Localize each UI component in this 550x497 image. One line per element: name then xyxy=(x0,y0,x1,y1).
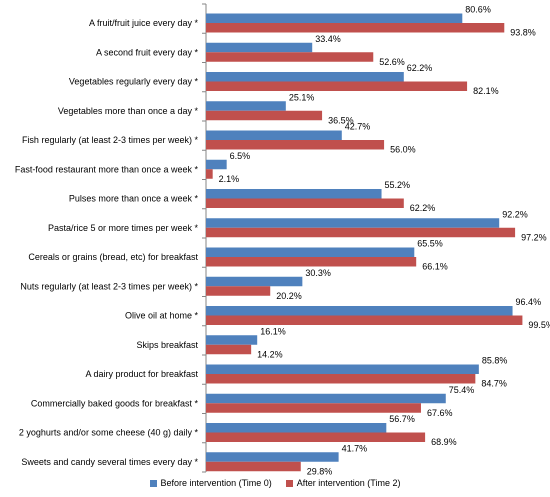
data-label-before: 41.7% xyxy=(342,443,368,453)
bar-before xyxy=(206,423,387,433)
category-label: A second fruit every day * xyxy=(96,47,199,57)
data-label-before: 85.8% xyxy=(482,356,508,366)
data-label-before: 33.4% xyxy=(315,34,341,44)
data-label-before: 92.2% xyxy=(502,209,528,219)
bar-before xyxy=(206,364,479,374)
data-label-before: 16.1% xyxy=(260,326,286,336)
data-label-before: 25.1% xyxy=(289,92,315,102)
bar-before xyxy=(206,13,463,23)
data-label-after: 2.1% xyxy=(219,174,240,184)
bar-before xyxy=(206,335,258,345)
bar-after xyxy=(206,374,476,384)
data-label-before: 56.7% xyxy=(389,414,415,424)
category-label: Pulses more than once a week * xyxy=(69,194,199,204)
data-label-before: 80.6% xyxy=(465,5,491,15)
legend: Before intervention (Time 0) After inter… xyxy=(0,478,550,488)
bar-before xyxy=(206,159,227,170)
data-label-before: 62.2% xyxy=(407,63,433,73)
category-label: Vegetables regularly every day * xyxy=(69,77,199,87)
bar-after xyxy=(206,81,468,91)
data-label-before: 30.3% xyxy=(305,268,331,278)
data-label-before: 96.4% xyxy=(516,297,542,307)
data-label-before: 6.5% xyxy=(230,151,251,161)
data-label-after: 67.6% xyxy=(427,408,453,418)
category-label: Commercially baked goods for breakfast * xyxy=(31,398,199,408)
data-label-after: 56.0% xyxy=(390,145,416,155)
data-label-after: 97.2% xyxy=(521,232,547,242)
data-label-after: 29.8% xyxy=(307,466,333,475)
plot-area: A fruit/fruit juice every day * 80.6% 93.8… xyxy=(15,3,550,475)
data-label-after: 99.5% xyxy=(528,320,550,330)
bar-before xyxy=(206,72,404,82)
bar-before xyxy=(206,247,415,257)
bar-before xyxy=(206,276,303,287)
category-label: Cereals or grains (bread, etc) for break… xyxy=(28,252,198,262)
bar-before xyxy=(206,306,513,316)
data-label-before: 55.2% xyxy=(385,180,411,190)
category-label: Sweets and candy several times every day… xyxy=(21,457,198,467)
data-label-after: 52.6% xyxy=(379,57,405,67)
bar-after xyxy=(206,227,516,238)
category-label: Nuts regularly (at least 2-3 times per w… xyxy=(20,281,198,291)
bar-after xyxy=(206,286,271,296)
data-label-after: 84.7% xyxy=(481,379,507,389)
data-label-after: 93.8% xyxy=(510,28,536,38)
legend-swatch-before xyxy=(149,479,157,487)
bar-after xyxy=(206,344,252,355)
bar-after xyxy=(206,257,417,267)
data-label-after: 62.2% xyxy=(410,203,436,213)
legend-label-after: After intervention (Time 2) xyxy=(296,478,401,488)
bar-before xyxy=(206,218,500,228)
category-label: Fish regularly (at least 2-3 times per w… xyxy=(22,135,199,145)
data-label-after: 14.2% xyxy=(257,349,283,359)
bar-before xyxy=(206,189,382,199)
bar-before xyxy=(206,42,313,53)
bar-before xyxy=(206,130,342,140)
category-label: Olive oil at home * xyxy=(125,311,199,321)
legend-item-after: After intervention (Time 2) xyxy=(285,478,401,488)
bar-after xyxy=(206,432,426,442)
bar-after xyxy=(206,403,421,413)
category-label: A dairy product for breakfast xyxy=(85,369,198,379)
data-label-after: 20.2% xyxy=(276,291,302,301)
data-label-before: 75.4% xyxy=(449,385,475,395)
legend-item-before: Before intervention (Time 0) xyxy=(149,478,272,488)
data-label-after: 68.9% xyxy=(431,437,457,447)
data-label-after: 36.5% xyxy=(328,115,354,125)
bar-before xyxy=(206,393,446,404)
chart: A fruit/fruit juice every day * 80.6% 93.8… xyxy=(15,3,550,475)
bar-after xyxy=(206,52,374,62)
bar-after xyxy=(206,110,323,121)
bar-after xyxy=(206,198,404,208)
category-label: Skips breakfast xyxy=(136,340,198,350)
bar-before xyxy=(206,452,339,462)
data-label-after: 82.1% xyxy=(473,86,499,96)
bar-after xyxy=(206,169,213,179)
legend-swatch-after xyxy=(285,479,293,487)
data-label-before: 42.7% xyxy=(345,122,371,132)
bar-after xyxy=(206,315,523,325)
data-label-before: 65.5% xyxy=(417,239,443,249)
legend-label-before: Before intervention (Time 0) xyxy=(160,478,272,488)
bar-after xyxy=(206,461,301,472)
category-label: Fast-food restaurant more than once a we… xyxy=(15,164,199,174)
data-label-after: 66.1% xyxy=(422,262,448,272)
bar-after xyxy=(206,140,385,150)
bar-after xyxy=(206,23,505,33)
category-label: A fruit/fruit juice every day * xyxy=(89,18,199,28)
category-label: 2 yoghurts and/or some cheese (40 g) dai… xyxy=(19,428,199,438)
category-label: Vegetables more than once a day * xyxy=(58,106,199,116)
category-label: Pasta/rice 5 or more times per week * xyxy=(48,223,199,233)
bar-before xyxy=(206,101,286,111)
